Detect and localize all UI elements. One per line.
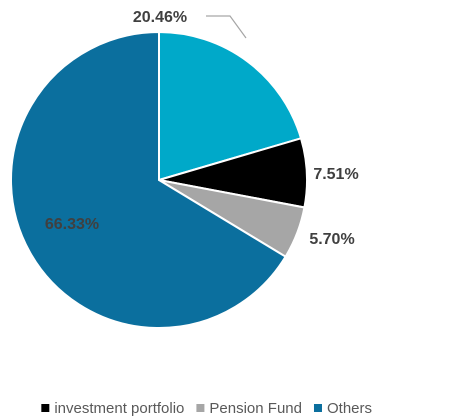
data-label: 7.51% (313, 166, 358, 183)
pie-slice (158, 30, 303, 182)
legend-label: Pension Fund (209, 400, 302, 417)
pie-slice (10, 30, 287, 329)
leader-line (206, 15, 247, 39)
legend-swatch (196, 404, 205, 412)
data-label: 20.46% (133, 9, 187, 26)
legend-swatch (41, 404, 50, 412)
data-label: 66.33% (45, 216, 99, 233)
legend-label: investment portfolio (54, 400, 184, 417)
legend-swatch (313, 404, 322, 412)
data-label: 5.70% (309, 231, 354, 248)
legend-label: Others (327, 400, 372, 417)
